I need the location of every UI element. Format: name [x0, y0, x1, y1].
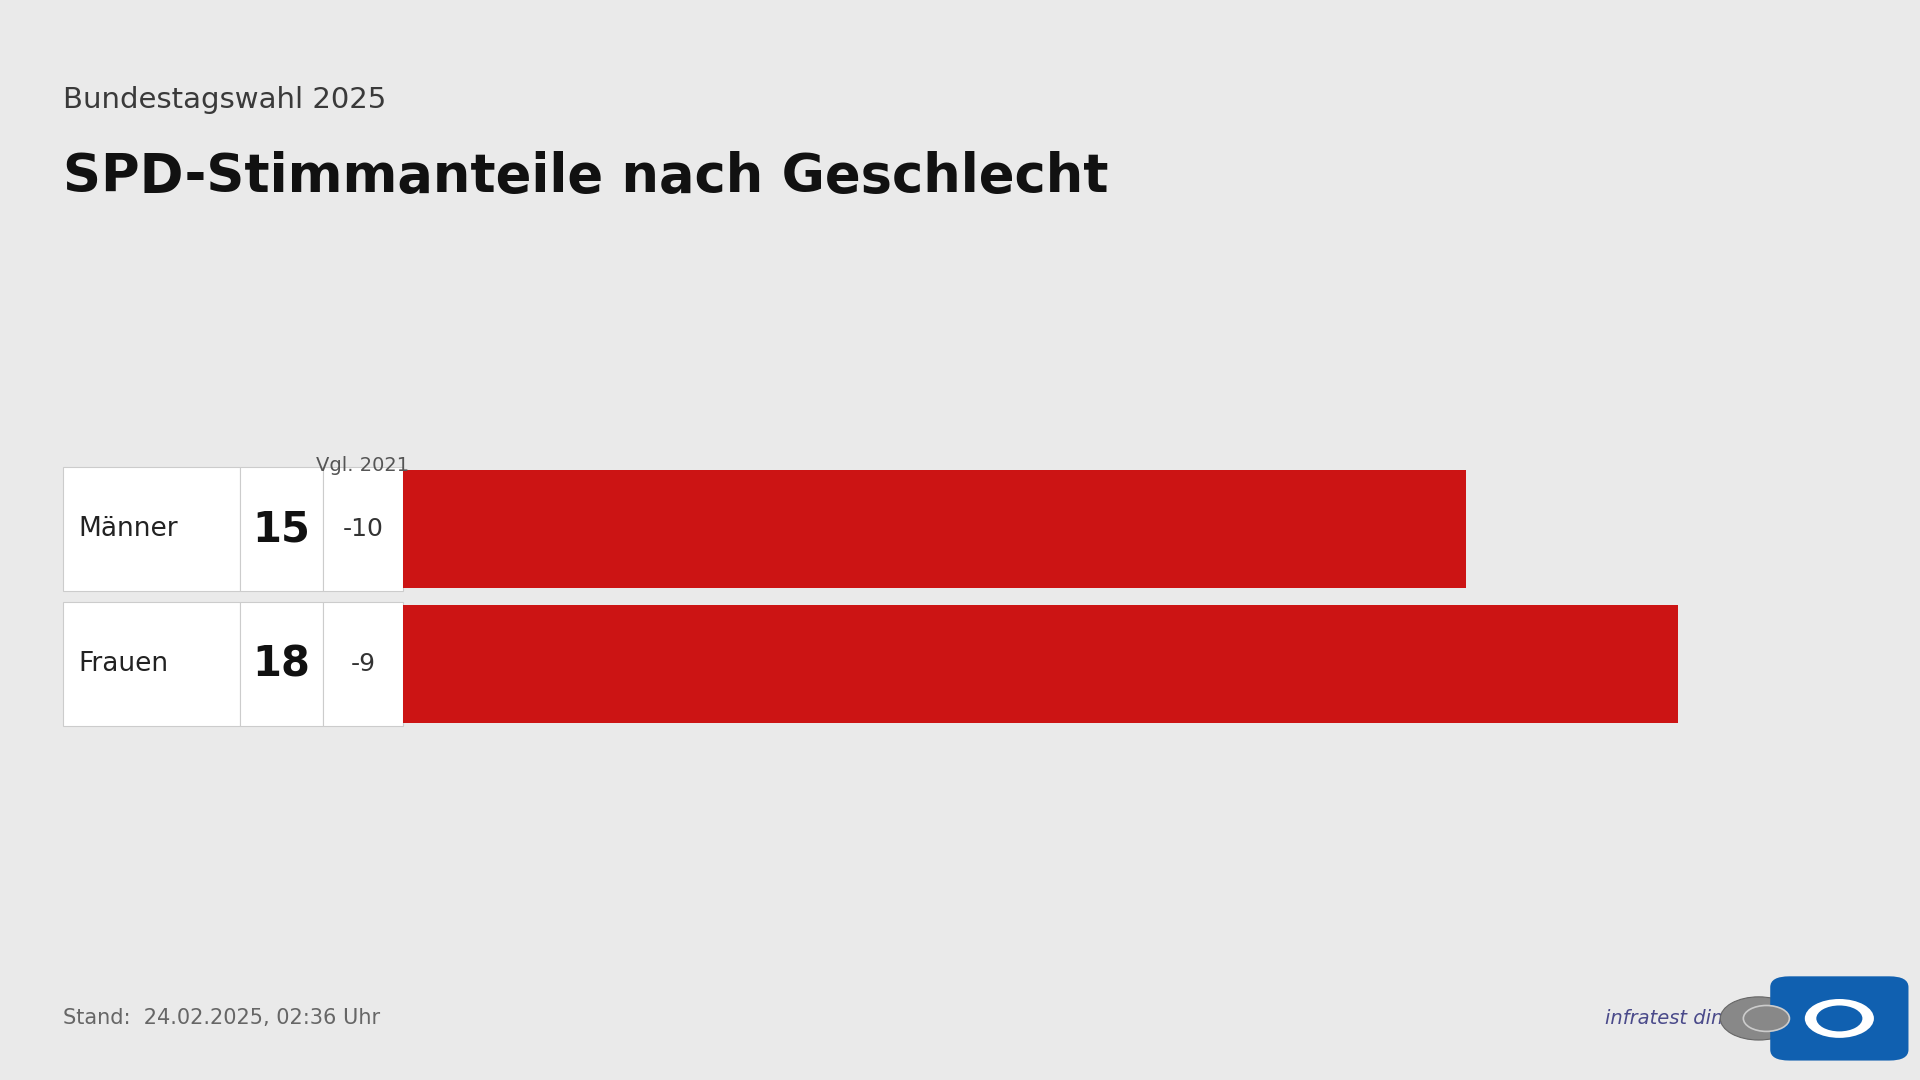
Text: SPD-Stimmanteile nach Geschlecht: SPD-Stimmanteile nach Geschlecht — [63, 151, 1110, 203]
Text: Männer: Männer — [79, 516, 179, 542]
Text: Bundestagswahl 2025: Bundestagswahl 2025 — [63, 86, 386, 114]
Text: -10: -10 — [342, 517, 384, 541]
Text: -9: -9 — [349, 652, 376, 676]
Text: 18: 18 — [252, 644, 311, 685]
Text: infratest dimap: infratest dimap — [1605, 1009, 1755, 1028]
Text: Vgl. 2021: Vgl. 2021 — [317, 456, 409, 475]
Text: Frauen: Frauen — [79, 651, 169, 677]
Text: Stand:  24.02.2025, 02:36 Uhr: Stand: 24.02.2025, 02:36 Uhr — [63, 1009, 380, 1028]
Text: 15: 15 — [252, 509, 311, 550]
